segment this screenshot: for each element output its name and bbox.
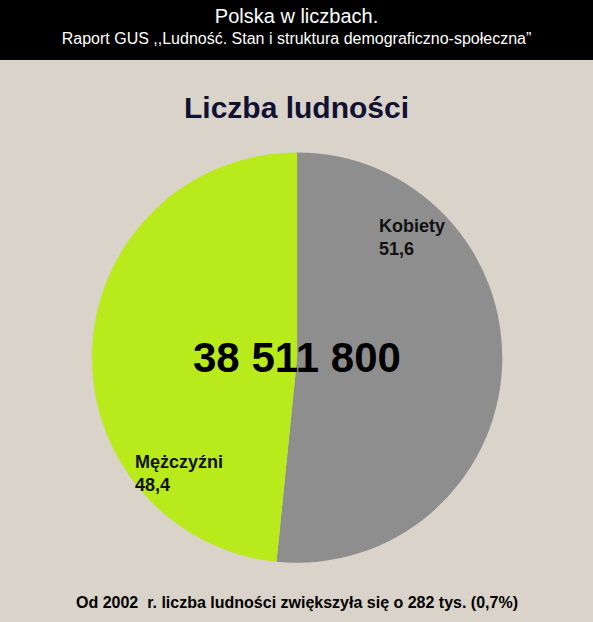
svg-text:38 511 800: 38 511 800 <box>193 334 401 381</box>
svg-text:Liczba ludności: Liczba ludności <box>184 91 409 124</box>
svg-text:Mężczyźni48,4: Mężczyźni48,4 <box>135 452 223 495</box>
svg-text:Kobiety51,6: Kobiety51,6 <box>379 216 445 259</box>
html-text:Polska w liczbach.: Polska w liczbach. <box>214 5 379 27</box>
svg-text:Od 2002 r. liczba ludności zw: Od 2002 r. liczba ludności zwiększyła si… <box>76 594 518 611</box>
html-text:Raport GUS ,,Ludność. Stan i s: Raport GUS ,,Ludność. Stan i struktura d… <box>61 30 532 47</box>
